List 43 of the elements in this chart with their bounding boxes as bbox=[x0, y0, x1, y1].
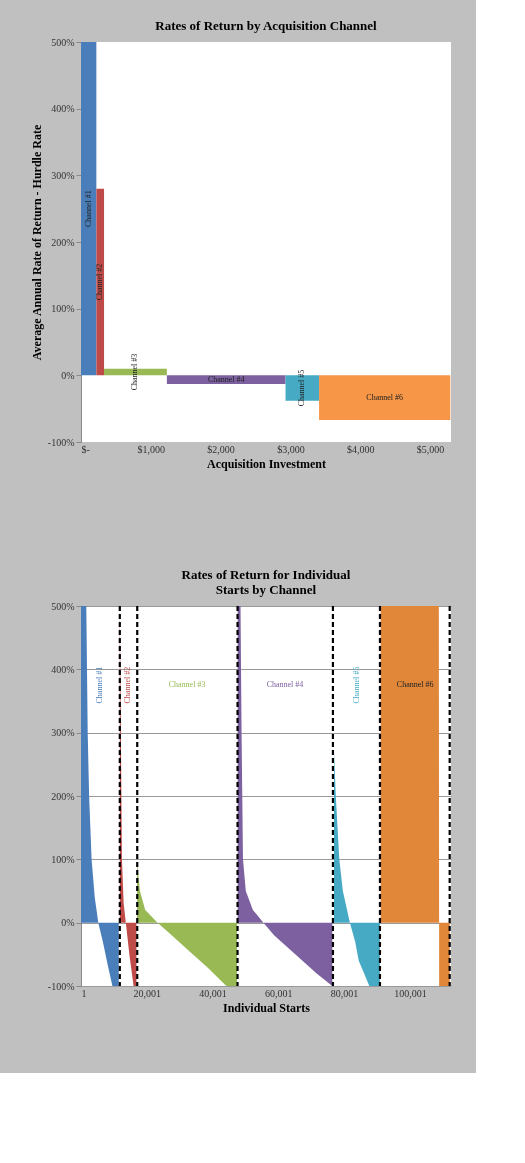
y-tick-label: 500% bbox=[51, 600, 75, 612]
series-label: Channel #6 bbox=[366, 392, 404, 402]
text: Channel #4 bbox=[266, 680, 304, 690]
y-tick-label: 0% bbox=[61, 369, 75, 381]
y-tick-label: 100% bbox=[51, 303, 75, 315]
y-tick-label: -100% bbox=[47, 980, 75, 992]
y-tick-label: 300% bbox=[51, 727, 75, 739]
x-tick-label: 60,001 bbox=[265, 987, 293, 999]
chart-title: Rates of Return for Individual Starts by Channel bbox=[181, 567, 351, 597]
y-tick-label: 400% bbox=[51, 103, 75, 115]
x-axis-title: Individual Starts bbox=[222, 1000, 311, 1015]
series-label: Channel #1 bbox=[83, 190, 93, 227]
text: Channel #5 bbox=[351, 666, 361, 704]
x-tick-label: $3,000 bbox=[277, 443, 305, 455]
series-label: Channel #4 bbox=[207, 374, 245, 384]
text: Channel #2 bbox=[123, 666, 133, 704]
y-tick-label: 300% bbox=[51, 169, 75, 181]
y-tick-label: 0% bbox=[61, 917, 75, 929]
chart-title: Rates of Return by Acquisition Channel bbox=[155, 18, 378, 33]
y-tick-label: 200% bbox=[51, 790, 75, 802]
text: Channel #1 bbox=[94, 666, 104, 704]
y-tick-label: 400% bbox=[51, 663, 75, 675]
x-tick-label: $2,000 bbox=[207, 443, 235, 455]
series-label: Channel #6 bbox=[396, 680, 434, 690]
y-tick-label: 500% bbox=[51, 36, 75, 48]
x-tick-label: 100,001 bbox=[394, 987, 427, 999]
y-axis-title: Average Annual Rate of Return - Hurdle Rate bbox=[29, 124, 44, 361]
y-tick-label: 200% bbox=[51, 236, 75, 248]
x-tick-label: 1 bbox=[81, 987, 87, 999]
x-tick-label: 20,001 bbox=[133, 987, 162, 999]
x-tick-label: $- bbox=[81, 443, 90, 455]
x-tick-label: 40,001 bbox=[199, 987, 227, 999]
x-tick-label: $4,000 bbox=[347, 443, 375, 455]
y-tick-label: -100% bbox=[47, 436, 75, 448]
x-tick-label: $1,000 bbox=[137, 443, 166, 455]
text: Channel #3 bbox=[168, 680, 206, 690]
series-label: Channel #2 bbox=[95, 263, 105, 301]
x-tick-label: 80,001 bbox=[330, 987, 359, 999]
series-label: Channel #3 bbox=[130, 353, 140, 391]
series-label: Channel #5 bbox=[297, 369, 307, 407]
x-axis-title: Acquisition Investment bbox=[206, 456, 327, 471]
x-tick-label: $5,000 bbox=[416, 443, 445, 455]
y-tick-label: 100% bbox=[51, 853, 75, 865]
